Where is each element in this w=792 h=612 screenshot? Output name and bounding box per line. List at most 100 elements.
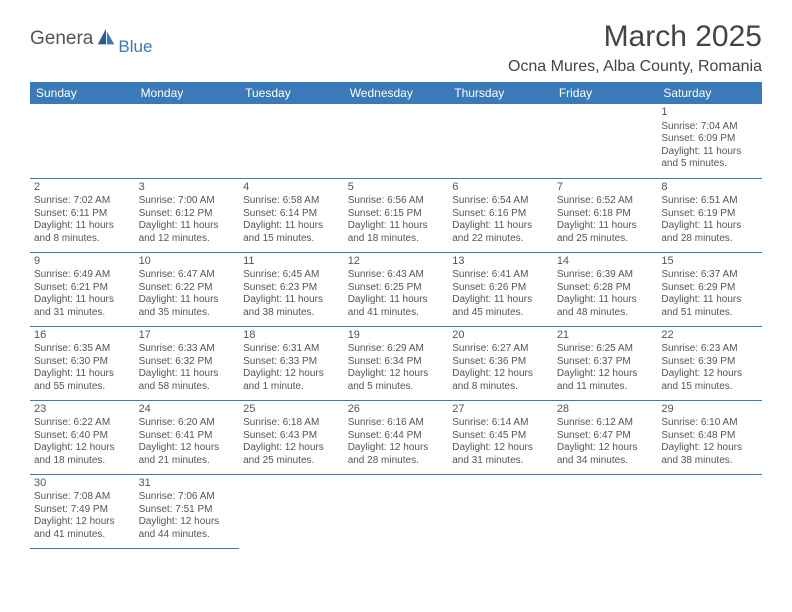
day-number: 23 [34,403,131,417]
day-number: 24 [139,403,236,417]
day-header: Wednesday [344,82,449,104]
day-number: 21 [557,329,654,343]
day-info: Sunrise: 7:02 AMSunset: 6:11 PMDaylight:… [34,195,131,245]
sunset-label: Sunset: 6:25 PM [348,282,445,295]
calendar-week-row: 2Sunrise: 7:02 AMSunset: 6:11 PMDaylight… [30,178,762,252]
brand-main: Genera [30,28,93,50]
sail-icon [95,26,117,48]
sunrise-label: Sunrise: 6:29 AM [348,343,445,356]
calendar-day-cell: 5Sunrise: 6:56 AMSunset: 6:15 PMDaylight… [344,178,449,252]
sunrise-label: Sunrise: 6:43 AM [348,269,445,282]
sunset-label: Sunset: 6:44 PM [348,430,445,443]
calendar-week-row: 30Sunrise: 7:08 AMSunset: 7:49 PMDayligh… [30,474,762,548]
day-number: 7 [557,181,654,195]
day-number: 11 [243,255,340,269]
calendar-table: Sunday Monday Tuesday Wednesday Thursday… [30,82,762,549]
calendar-day-cell [448,474,553,548]
sunrise-label: Sunrise: 7:08 AM [34,491,131,504]
sunrise-label: Sunrise: 6:41 AM [452,269,549,282]
calendar-day-cell [239,104,344,178]
day-info: Sunrise: 6:41 AMSunset: 6:26 PMDaylight:… [452,269,549,319]
daylight-label: Daylight: 12 hours and 11 minutes. [557,368,654,393]
sunrise-label: Sunrise: 6:56 AM [348,195,445,208]
daylight-label: Daylight: 12 hours and 44 minutes. [139,516,236,541]
day-number: 9 [34,255,131,269]
calendar-day-cell: 11Sunrise: 6:45 AMSunset: 6:23 PMDayligh… [239,252,344,326]
calendar-day-cell: 29Sunrise: 6:10 AMSunset: 6:48 PMDayligh… [657,400,762,474]
sunrise-label: Sunrise: 7:04 AM [661,121,758,134]
calendar-day-cell: 10Sunrise: 6:47 AMSunset: 6:22 PMDayligh… [135,252,240,326]
day-info: Sunrise: 6:43 AMSunset: 6:25 PMDaylight:… [348,269,445,319]
calendar-day-cell: 23Sunrise: 6:22 AMSunset: 6:40 PMDayligh… [30,400,135,474]
day-info: Sunrise: 6:25 AMSunset: 6:37 PMDaylight:… [557,343,654,393]
sunrise-label: Sunrise: 6:22 AM [34,417,131,430]
daylight-label: Daylight: 12 hours and 34 minutes. [557,442,654,467]
daylight-label: Daylight: 11 hours and 22 minutes. [452,220,549,245]
day-number: 15 [661,255,758,269]
sunrise-label: Sunrise: 6:20 AM [139,417,236,430]
day-info: Sunrise: 7:06 AMSunset: 7:51 PMDaylight:… [139,491,236,541]
day-number: 3 [139,181,236,195]
calendar-day-cell [239,474,344,548]
calendar-day-cell: 21Sunrise: 6:25 AMSunset: 6:37 PMDayligh… [553,326,658,400]
sunset-label: Sunset: 6:36 PM [452,356,549,369]
day-info: Sunrise: 6:47 AMSunset: 6:22 PMDaylight:… [139,269,236,319]
calendar-page: Genera Blue March 2025 Ocna Mures, Alba … [0,0,792,559]
calendar-day-cell: 26Sunrise: 6:16 AMSunset: 6:44 PMDayligh… [344,400,449,474]
day-header: Monday [135,82,240,104]
sunrise-label: Sunrise: 6:51 AM [661,195,758,208]
sunrise-label: Sunrise: 6:16 AM [348,417,445,430]
calendar-day-cell: 8Sunrise: 6:51 AMSunset: 6:19 PMDaylight… [657,178,762,252]
sunset-label: Sunset: 6:47 PM [557,430,654,443]
calendar-day-cell: 20Sunrise: 6:27 AMSunset: 6:36 PMDayligh… [448,326,553,400]
calendar-day-cell: 4Sunrise: 6:58 AMSunset: 6:14 PMDaylight… [239,178,344,252]
day-info: Sunrise: 6:49 AMSunset: 6:21 PMDaylight:… [34,269,131,319]
calendar-week-row: 1Sunrise: 7:04 AMSunset: 6:09 PMDaylight… [30,104,762,178]
daylight-label: Daylight: 12 hours and 15 minutes. [661,368,758,393]
calendar-day-cell: 15Sunrise: 6:37 AMSunset: 6:29 PMDayligh… [657,252,762,326]
calendar-day-cell: 16Sunrise: 6:35 AMSunset: 6:30 PMDayligh… [30,326,135,400]
day-info: Sunrise: 6:52 AMSunset: 6:18 PMDaylight:… [557,195,654,245]
daylight-label: Daylight: 11 hours and 18 minutes. [348,220,445,245]
calendar-week-row: 23Sunrise: 6:22 AMSunset: 6:40 PM Dayligh… [30,400,762,474]
day-number: 27 [452,403,549,417]
day-number: 20 [452,329,549,343]
month-title: March 2025 [508,20,762,54]
calendar-day-cell [135,104,240,178]
calendar-day-cell [448,104,553,178]
sunset-label: Sunset: 6:45 PM [452,430,549,443]
day-number: 28 [557,403,654,417]
daylight-label: Daylight: 12 hours and 1 minute. [243,368,340,393]
calendar-day-cell: 31Sunrise: 7:06 AMSunset: 7:51 PMDayligh… [135,474,240,548]
sunset-label: Sunset: 6:37 PM [557,356,654,369]
calendar-day-cell [344,104,449,178]
calendar-body: 1Sunrise: 7:04 AMSunset: 6:09 PMDaylight… [30,104,762,548]
calendar-day-cell: 6Sunrise: 6:54 AMSunset: 6:16 PMDaylight… [448,178,553,252]
sunset-label: Sunset: 6:26 PM [452,282,549,295]
sunrise-label: Sunrise: 6:49 AM [34,269,131,282]
daylight-label: Daylight: 11 hours and 35 minutes. [139,294,236,319]
day-number: 13 [452,255,549,269]
calendar-day-cell: 22Sunrise: 6:23 AMSunset: 6:39 PMDayligh… [657,326,762,400]
sunset-label: Sunset: 6:21 PM [34,282,131,295]
daylight-label: Daylight: 11 hours and 5 minutes. [661,146,758,171]
day-header: Saturday [657,82,762,104]
day-info: Sunrise: 6:10 AMSunset: 6:48 PMDaylight:… [661,417,758,467]
sunrise-label: Sunrise: 6:14 AM [452,417,549,430]
day-info: Sunrise: 6:39 AMSunset: 6:28 PMDaylight:… [557,269,654,319]
sunset-label: Sunset: 7:49 PM [34,504,131,517]
daylight-label: Daylight: 11 hours and 12 minutes. [139,220,236,245]
day-number: 5 [348,181,445,195]
sunset-label: Sunset: 6:48 PM [661,430,758,443]
calendar-day-cell: 7Sunrise: 6:52 AMSunset: 6:18 PMDaylight… [553,178,658,252]
brand-logo: Genera Blue [30,20,152,50]
day-number: 2 [34,181,131,195]
calendar-day-cell: 17Sunrise: 6:33 AMSunset: 6:32 PMDayligh… [135,326,240,400]
sunset-label: Sunset: 6:40 PM [34,430,131,443]
day-info: Sunrise: 7:04 AMSunset: 6:09 PMDaylight:… [661,121,758,171]
day-number: 14 [557,255,654,269]
calendar-week-row: 9Sunrise: 6:49 AMSunset: 6:21 PMDaylight… [30,252,762,326]
sunrise-label: Sunrise: 6:23 AM [661,343,758,356]
day-number: 22 [661,329,758,343]
daylight-label: Daylight: 12 hours and 28 minutes. [348,442,445,467]
